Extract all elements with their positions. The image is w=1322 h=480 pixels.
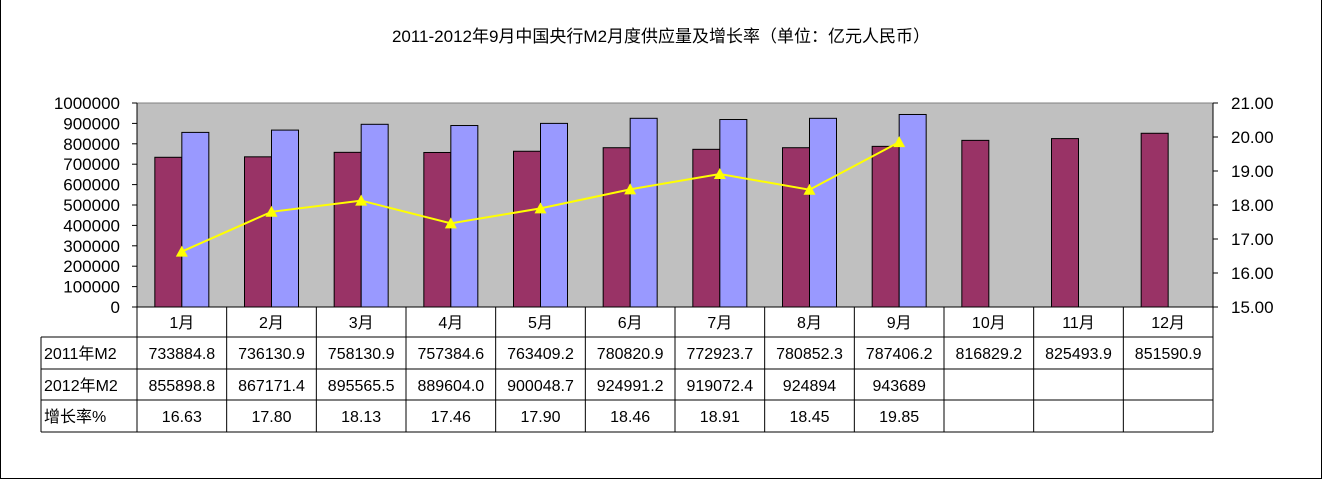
table-cell: 855898.8: [148, 378, 215, 395]
bar-2011-m2: [782, 147, 810, 308]
bar-2011-m2: [154, 156, 183, 308]
category-label: 10月: [972, 315, 1006, 332]
left-axis-tick-label: 100000: [63, 278, 120, 297]
right-axis-tick-label: 17.00: [1231, 230, 1274, 249]
left-axis-tick-label: 600000: [63, 176, 120, 195]
bar-2011-m2: [961, 139, 990, 308]
table-cell: 18.46: [610, 409, 650, 426]
right-axis-tick-label: 21.00: [1231, 94, 1274, 113]
table-cell: 17.80: [251, 409, 291, 426]
right-axis-tick-label: 20.00: [1231, 128, 1274, 147]
category-label: 12月: [1151, 315, 1185, 332]
table-cell: 924894: [783, 378, 836, 395]
table-cell: 780820.9: [597, 346, 664, 363]
category-label: 3月: [349, 315, 374, 332]
chart-title: 2011-2012年9月中国央行M2月度供应量及增长率（单位：亿元人民币）: [391, 27, 931, 46]
table-cell: 924991.2: [597, 378, 664, 395]
left-axis-tick-label: 900000: [63, 114, 120, 133]
category-label: 7月: [707, 315, 732, 332]
right-axis-tick-label: 16.00: [1231, 264, 1274, 283]
table-row-label: 增长率%: [44, 408, 106, 426]
category-label: 2月: [259, 315, 284, 332]
bar-2012-m2: [271, 129, 299, 308]
category-label: 1月: [169, 315, 194, 332]
table-cell: 18.45: [789, 409, 829, 426]
bar-2011-m2: [871, 145, 900, 308]
table-cell: 867171.4: [238, 378, 305, 395]
bar-2011-m2: [602, 147, 631, 308]
table-cell: 772923.7: [686, 346, 753, 363]
growth-rate-marker: [534, 202, 547, 214]
table-cell: 889604.0: [417, 378, 484, 395]
bar-2011-m2: [244, 156, 272, 308]
bar-2011-m2: [1140, 132, 1169, 308]
bar-2012-m2: [360, 123, 389, 308]
table-row-label: 2011年M2: [44, 345, 117, 363]
growth-rate-marker: [175, 245, 188, 257]
table-cell: 733884.8: [148, 346, 215, 363]
bar-2012-m2: [629, 117, 658, 308]
table-cell: 943689: [872, 378, 925, 395]
bar-2012-m2: [719, 119, 748, 308]
category-label: 11月: [1062, 315, 1095, 332]
table-cell: 18.91: [700, 409, 740, 426]
table-cell: 900048.7: [507, 378, 574, 395]
left-axis-tick-label: 200000: [63, 257, 120, 276]
bar-2011-m2: [423, 151, 452, 308]
table-cell: 17.46: [431, 409, 471, 426]
left-axis-tick-label: 300000: [63, 237, 120, 256]
right-axis-tick-label: 19.00: [1231, 162, 1274, 181]
table-cell: 758130.9: [328, 346, 395, 363]
growth-rate-marker: [713, 168, 726, 180]
bar-2011-m2: [1051, 138, 1079, 308]
category-label: 5月: [528, 315, 553, 332]
left-axis-tick-label: 400000: [63, 216, 120, 235]
left-axis-tick-label: 0: [111, 298, 120, 317]
category-label: 6月: [618, 315, 643, 332]
left-axis-tick-label: 800000: [63, 135, 120, 154]
right-axis-tick-label: 18.00: [1231, 196, 1274, 215]
growth-rate-marker: [265, 205, 278, 217]
table-cell: 16.63: [162, 409, 202, 426]
right-axis-tick-label: 15.00: [1231, 298, 1274, 317]
table-cell: 763409.2: [507, 346, 574, 363]
bar-2011-m2: [513, 150, 541, 308]
table-cell: 787406.2: [866, 346, 933, 363]
growth-rate-marker: [444, 217, 457, 229]
category-label: 4月: [438, 315, 463, 332]
plot-area: [136, 102, 1214, 308]
table-cell: 816829.2: [955, 346, 1022, 363]
bar-2012-m2: [450, 125, 479, 308]
bar-2012-m2: [809, 117, 837, 308]
growth-rate-marker: [803, 183, 816, 195]
table-cell: 19.85: [879, 409, 919, 426]
bar-2011-m2: [692, 148, 721, 308]
table-row-label: 2012年M2: [44, 377, 118, 395]
bar-2012-m2: [540, 122, 568, 308]
bar-2011-m2: [333, 151, 362, 308]
table-cell: 825493.9: [1045, 346, 1112, 363]
growth-rate-marker: [893, 136, 906, 148]
left-axis-tick-label: 700000: [63, 155, 120, 174]
table-cell: 736130.9: [238, 346, 305, 363]
table-cell: 895565.5: [328, 378, 395, 395]
table-cell: 851590.9: [1135, 346, 1202, 363]
table-cell: 780852.3: [776, 346, 843, 363]
growth-rate-marker: [624, 183, 637, 195]
bar-2012-m2: [181, 131, 210, 308]
left-axis-tick-label: 1000000: [54, 94, 120, 113]
table-cell: 757384.6: [417, 346, 484, 363]
table-cell: 17.90: [520, 409, 560, 426]
bar-2012-m2: [898, 113, 927, 308]
table-cell: 18.13: [341, 409, 381, 426]
growth-rate-marker: [355, 194, 368, 206]
left-axis-tick-label: 500000: [63, 196, 120, 215]
category-label: 9月: [887, 315, 912, 332]
table-cell: 919072.4: [686, 378, 753, 395]
category-label: 8月: [797, 315, 822, 332]
